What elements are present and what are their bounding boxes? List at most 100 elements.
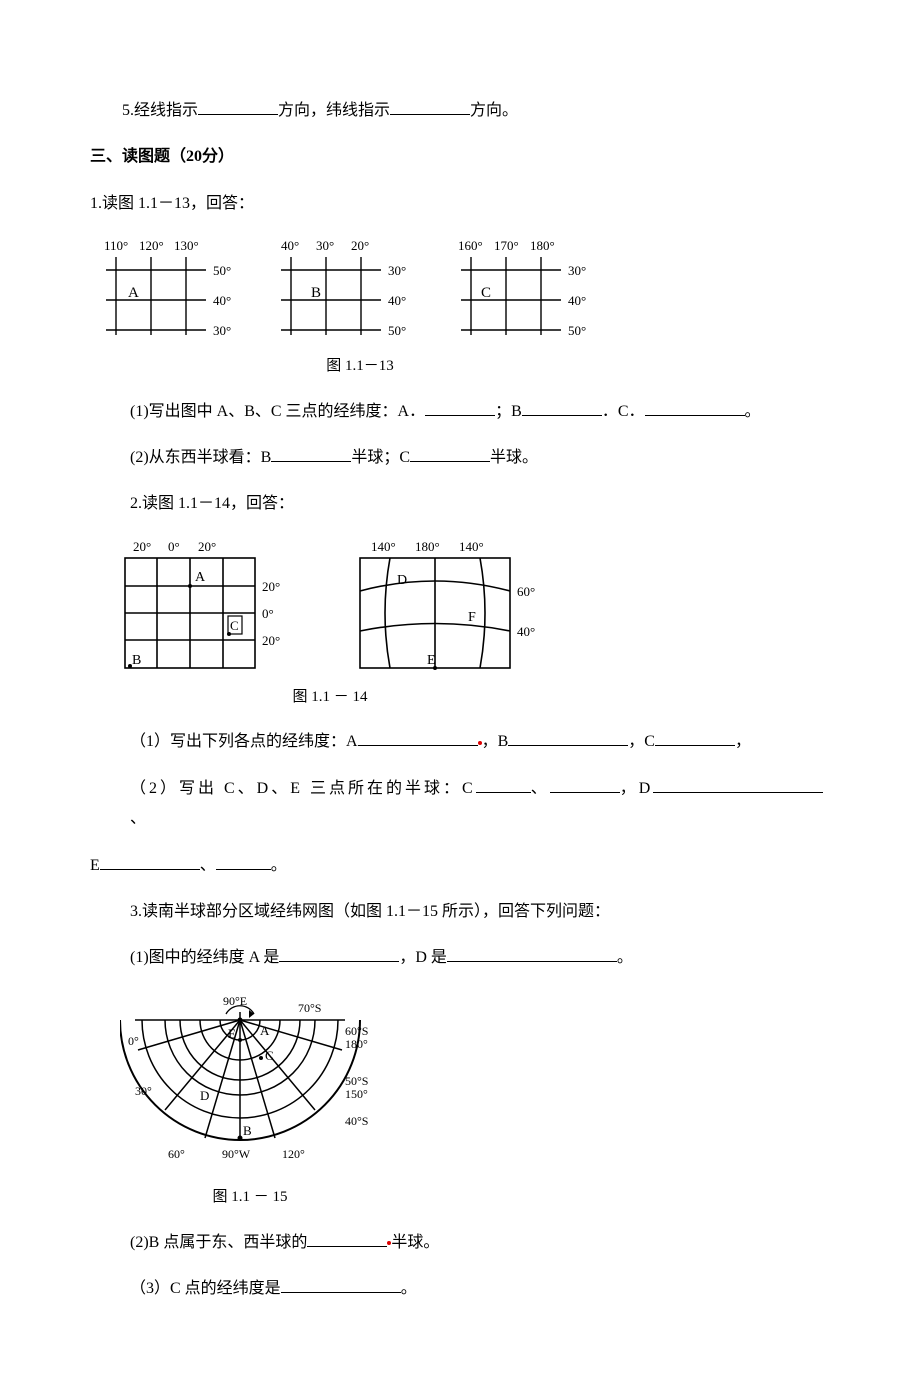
svg-text:30°: 30°: [316, 238, 334, 253]
svg-text:60°S: 60°S: [345, 1024, 368, 1038]
blank[interactable]: [653, 776, 823, 793]
p3-intro: 3.读南半球部分区域经纬网图（如图 1.1－15 所示），回答下列问题：: [90, 897, 830, 927]
svg-text:E: E: [228, 1026, 236, 1041]
p1-q2: (2)从东西半球看：B半球；C半球。: [90, 443, 830, 473]
svg-text:0°: 0°: [128, 1034, 139, 1048]
svg-text:130°: 130°: [174, 238, 199, 253]
svg-text:50°: 50°: [213, 263, 231, 278]
p2-q2-line1: （2）写出 C、D、E 三点所在的半球：C、，D、: [90, 774, 830, 835]
blank[interactable]: [508, 729, 628, 746]
svg-text:180°: 180°: [530, 238, 555, 253]
grid-def: 140° 180° 140° 60° 40° D F E: [345, 536, 555, 681]
svg-text:50°S: 50°S: [345, 1074, 368, 1088]
fig-1-1-14-caption: 图 1.1 － 14: [190, 683, 470, 712]
q5-text-b: 方向，纬线指示: [278, 102, 390, 119]
svg-text:20°: 20°: [351, 238, 369, 253]
blank[interactable]: [425, 399, 495, 416]
p1-q1: (1)写出图中 A、B、C 三点的经纬度：A．；B．C．。: [90, 397, 830, 427]
svg-text:140°: 140°: [371, 539, 396, 554]
svg-text:B: B: [132, 653, 141, 668]
polar-grid: 90°E 70°S 60°S 180° 50°S 150° 40°S 0° 30…: [120, 990, 400, 1170]
blank[interactable]: [390, 98, 470, 115]
svg-text:40°: 40°: [281, 238, 299, 253]
grid-abc: 20° 0° 20° 20° 0° 20° A C B: [110, 536, 305, 681]
figure-1-1-13: 110° 120° 130° 50° 40° 30° A 40° 30° 20°…: [96, 235, 830, 350]
blank[interactable]: [281, 1276, 401, 1293]
svg-text:20°: 20°: [262, 579, 280, 594]
blank[interactable]: [476, 776, 531, 793]
blank[interactable]: [655, 729, 735, 746]
svg-text:20°: 20°: [133, 539, 151, 554]
p2-intro: 2.读图 1.1－14，回答：: [90, 489, 830, 519]
svg-text:C: C: [481, 285, 491, 301]
svg-text:40°S: 40°S: [345, 1114, 368, 1128]
grid-c: 160° 170° 180° 30° 40° 50° C: [446, 235, 611, 350]
svg-text:40°: 40°: [568, 293, 586, 308]
blank[interactable]: [447, 945, 617, 962]
svg-text:120°: 120°: [139, 238, 164, 253]
svg-text:40°: 40°: [213, 293, 231, 308]
svg-text:30°: 30°: [213, 323, 231, 338]
svg-text:50°: 50°: [388, 323, 406, 338]
svg-text:D: D: [200, 1088, 209, 1103]
blank[interactable]: [645, 399, 745, 416]
blank[interactable]: [410, 445, 490, 462]
blank[interactable]: [216, 853, 271, 870]
grid-b: 40° 30° 20° 30° 40° 50° B: [271, 235, 426, 350]
svg-text:0°: 0°: [262, 606, 274, 621]
p1-intro: 1.读图 1.1－13，回答：: [90, 189, 830, 219]
svg-text:70°S: 70°S: [298, 1001, 321, 1015]
svg-text:180°: 180°: [345, 1037, 368, 1051]
blank[interactable]: [522, 399, 602, 416]
svg-text:30°: 30°: [135, 1084, 152, 1098]
blank[interactable]: [100, 853, 200, 870]
svg-text:D: D: [397, 573, 407, 588]
svg-text:170°: 170°: [494, 238, 519, 253]
grid-a: 110° 120° 130° 50° 40° 30° A: [96, 235, 251, 350]
figure-1-1-14: 20° 0° 20° 20° 0° 20° A C B 140° 180° 14…: [110, 536, 830, 681]
svg-text:20°: 20°: [198, 539, 216, 554]
svg-text:C: C: [265, 1048, 274, 1063]
fig-1-1-15-caption: 图 1.1 － 15: [150, 1183, 350, 1212]
svg-text:B: B: [311, 285, 321, 301]
svg-text:180°: 180°: [415, 539, 440, 554]
q5-text-c: 方向。: [470, 102, 518, 119]
blank[interactable]: [279, 945, 399, 962]
svg-text:F: F: [468, 610, 476, 625]
blank[interactable]: [271, 445, 351, 462]
p2-q2-line2: E、。: [90, 851, 830, 881]
svg-text:40°: 40°: [388, 293, 406, 308]
svg-text:A: A: [195, 570, 206, 585]
question-5: 5.经线指示 方向，纬线指示 方向。: [90, 96, 830, 126]
p3-q2: (2)B 点属于东、西半球的半球。: [90, 1228, 830, 1258]
svg-text:E: E: [427, 653, 436, 668]
svg-text:30°: 30°: [568, 263, 586, 278]
p3-q3: （3）C 点的经纬度是。: [90, 1274, 830, 1304]
svg-text:A: A: [128, 285, 139, 301]
svg-text:C: C: [230, 618, 239, 633]
blank[interactable]: [307, 1230, 387, 1247]
p3-q1: (1)图中的经纬度 A 是，D 是。: [90, 943, 830, 973]
q5-text-a: 5.经线指示: [122, 102, 198, 119]
svg-text:160°: 160°: [458, 238, 483, 253]
svg-text:30°: 30°: [388, 263, 406, 278]
svg-text:140°: 140°: [459, 539, 484, 554]
svg-text:150°: 150°: [345, 1087, 368, 1101]
svg-text:A: A: [260, 1023, 270, 1038]
svg-text:90°W: 90°W: [222, 1147, 251, 1161]
blank[interactable]: [198, 98, 278, 115]
svg-text:60°: 60°: [517, 584, 535, 599]
blank[interactable]: [358, 729, 478, 746]
svg-text:60°: 60°: [168, 1147, 185, 1161]
fig-1-1-13-caption: 图 1.1－13: [180, 352, 540, 381]
p2-q1: （1）写出下列各点的经纬度：A，B，C，: [90, 727, 830, 757]
svg-text:40°: 40°: [517, 624, 535, 639]
svg-text:110°: 110°: [104, 238, 128, 253]
svg-text:20°: 20°: [262, 633, 280, 648]
figure-1-1-15: 90°E 70°S 60°S 180° 50°S 150° 40°S 0° 30…: [120, 990, 830, 1212]
svg-text:50°: 50°: [568, 323, 586, 338]
section-3-heading: 三、读图题（20分）: [90, 142, 830, 172]
svg-text:0°: 0°: [168, 539, 180, 554]
blank[interactable]: [550, 776, 620, 793]
svg-text:B: B: [243, 1123, 252, 1138]
